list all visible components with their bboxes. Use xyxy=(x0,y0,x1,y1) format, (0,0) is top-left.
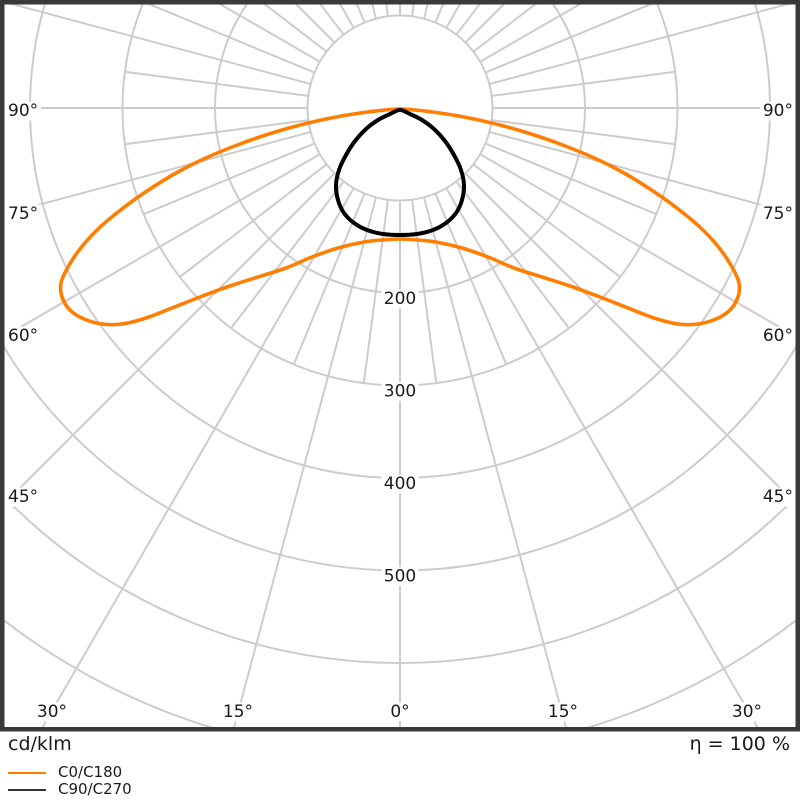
distribution-curves xyxy=(58,107,742,327)
angle-label-left-45°: 45° xyxy=(8,487,38,507)
legend-item-c90: C90/C270 xyxy=(8,781,132,798)
angle-label-left-60°: 60° xyxy=(8,326,38,346)
axis-labels: 200 300 400 500 90° 75° 60° 45° 90° 75° 60° 45° 30° 1… xyxy=(4,101,797,722)
angle-label-right-90°: 90° xyxy=(763,101,793,121)
angle-label-bottom-15°: 15° xyxy=(223,702,253,722)
angle-label-right-45°: 45° xyxy=(763,487,793,507)
legend: C0/C180 C90/C270 xyxy=(8,764,132,798)
angle-label-bottom-15°: 15° xyxy=(548,702,578,722)
legend-swatch-c90 xyxy=(8,788,46,791)
angle-label-left-90°: 90° xyxy=(8,101,38,121)
legend-swatch-c0 xyxy=(8,771,46,774)
ring-label-300: 300 xyxy=(384,382,416,402)
curve-c90-c270 xyxy=(333,108,467,237)
ring-label-200: 200 xyxy=(384,289,416,309)
ring-label-400: 400 xyxy=(384,474,416,494)
legend-label-c90: C90/C270 xyxy=(58,780,132,798)
angle-label-bottom-0°: 0° xyxy=(390,702,409,722)
curve-c0-c180 xyxy=(58,107,742,327)
efficiency-label: η = 100 % xyxy=(689,733,790,755)
plot-frame xyxy=(0,0,800,732)
angle-label-bottom-30°: 30° xyxy=(732,702,762,722)
legend-item-c0: C0/C180 xyxy=(8,764,132,781)
angle-label-right-75°: 75° xyxy=(763,204,793,224)
legend-label-c0: C0/C180 xyxy=(58,763,123,781)
ring-label-500: 500 xyxy=(384,567,416,587)
unit-label: cd/klm xyxy=(8,733,72,755)
angle-label-left-75°: 75° xyxy=(8,204,38,224)
angle-label-bottom-30°: 30° xyxy=(37,702,67,722)
angle-label-right-60°: 60° xyxy=(763,326,793,346)
